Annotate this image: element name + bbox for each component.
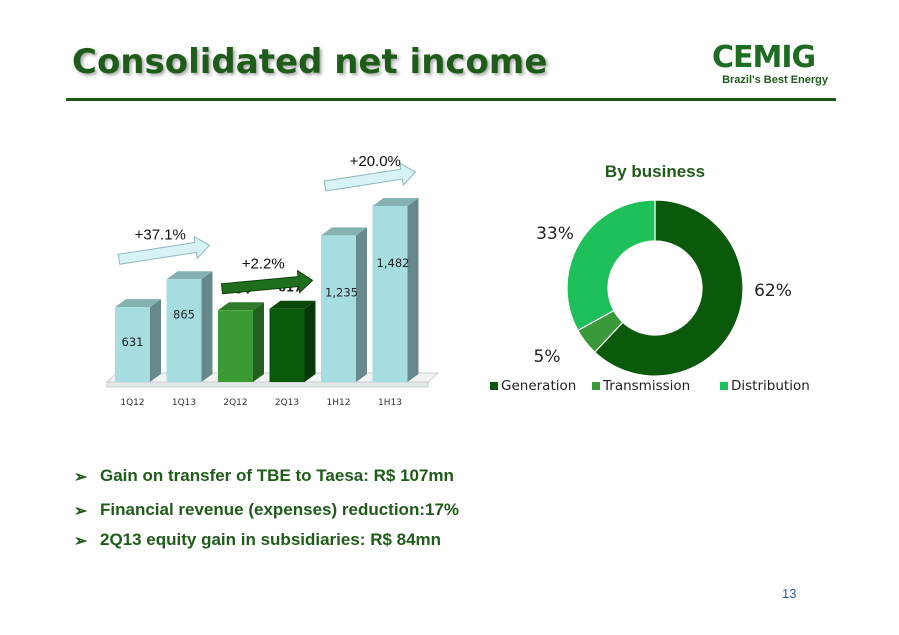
bar-value-label: 1,235: [325, 285, 358, 299]
legend-swatch: [592, 382, 600, 390]
bar-2Q12: [218, 302, 264, 382]
growth-label: +20.0%: [350, 153, 401, 170]
net-income-bar-chart: 6311Q128651Q136042Q126172Q131,2351H121,4…: [105, 153, 440, 408]
key-point-text: Gain on transfer of TBE to Taesa: R$ 107…: [100, 466, 454, 485]
legend-label: Generation: [501, 378, 576, 394]
bar-top: [321, 227, 367, 236]
arrow-bullet-icon: ➢: [74, 533, 88, 550]
by-business-donut-chart: By business 62% 5% 33% Generation Transmissio…: [490, 162, 810, 394]
bar-front: [115, 307, 150, 382]
bar-value-label: 1,482: [377, 256, 410, 270]
growth-arrow-shape: [117, 235, 211, 265]
growth-arrow-shape: [323, 162, 417, 192]
arrow-bullet-icon: ➢: [74, 469, 88, 486]
donut-value-label: 62%: [754, 281, 792, 301]
legend-item-distribution: Distribution: [720, 378, 810, 394]
x-tick-label: 1H13: [378, 398, 402, 408]
donut-slice-distribution: [566, 199, 656, 332]
arrow-bullet-icon: ➢: [74, 503, 88, 520]
legend-swatch: [490, 382, 498, 390]
bar-front: [218, 310, 253, 382]
legend-label: Distribution: [731, 378, 810, 394]
x-tick-label: 1Q12: [120, 398, 144, 408]
bar-front: [372, 206, 408, 382]
donut-title: By business: [605, 162, 705, 181]
bar-1Q12: [115, 299, 161, 382]
growth-arrow: [220, 269, 314, 295]
title-divider: [66, 98, 836, 101]
growth-label: +37.1%: [135, 226, 186, 243]
bar-top: [269, 300, 316, 309]
growth-label: +2.2%: [242, 256, 285, 273]
bar-side: [356, 227, 367, 382]
key-point-item: ➢ 2Q13 equity gain in subsidiaries: R$ 84…: [74, 530, 459, 550]
growth-arrow-shape: [220, 269, 314, 295]
page-title: Consolidated net income: [72, 42, 548, 82]
legend-label: Transmission: [602, 378, 690, 394]
bar-side: [304, 300, 316, 382]
bar-front: [321, 235, 356, 382]
bar-2Q13: [269, 300, 316, 382]
bar-1H13: [372, 198, 419, 382]
bar-top: [115, 299, 161, 308]
key-points-list: ➢ Gain on transfer of TBE to Taesa: R$ 10…: [74, 466, 459, 564]
bar-side: [150, 299, 161, 382]
company-logo: CEMIG Brazil's Best Energy: [708, 40, 828, 90]
key-point-text: Financial revenue (expenses) reduction:1…: [100, 500, 460, 519]
x-tick-label: 2Q12: [223, 398, 247, 408]
bar-front: [269, 308, 305, 382]
legend-item-generation: Generation: [490, 378, 576, 394]
legend-swatch: [720, 382, 728, 390]
key-point-text: 2Q13 equity gain in subsidiaries: R$ 84m…: [100, 530, 442, 549]
key-point-item: ➢ Gain on transfer of TBE to Taesa: R$ 10…: [74, 466, 459, 486]
logo-tagline: Brazil's Best Energy: [722, 74, 828, 86]
chart-floor-front: [106, 381, 429, 388]
page-number: 13: [782, 586, 797, 601]
legend-item-transmission: Transmission: [592, 378, 690, 394]
bar-1Q13: [166, 271, 213, 382]
bar-side: [201, 271, 213, 382]
bar-side: [407, 198, 419, 382]
x-tick-label: 1H12: [327, 398, 351, 408]
growth-arrow: [323, 162, 417, 192]
logo-wordmark: CEMIG: [712, 40, 816, 75]
bar-value-label: 631: [122, 335, 144, 349]
x-tick-label: 2Q13: [275, 398, 299, 408]
growth-arrow: [117, 235, 211, 265]
bar-value-label: 865: [173, 307, 195, 321]
bar-1H12: [321, 227, 367, 382]
bar-top: [372, 198, 419, 207]
bar-front: [166, 279, 202, 382]
key-point-item: ➢ Financial revenue (expenses) reduction:…: [74, 500, 459, 520]
bar-side: [253, 302, 264, 382]
donut-value-label: 5%: [534, 347, 561, 367]
bar-top: [166, 271, 213, 280]
donut-value-label: 33%: [536, 224, 574, 244]
donut-slice-generation: [593, 199, 744, 377]
bar-top: [218, 302, 264, 311]
x-tick-label: 1Q13: [172, 398, 196, 408]
